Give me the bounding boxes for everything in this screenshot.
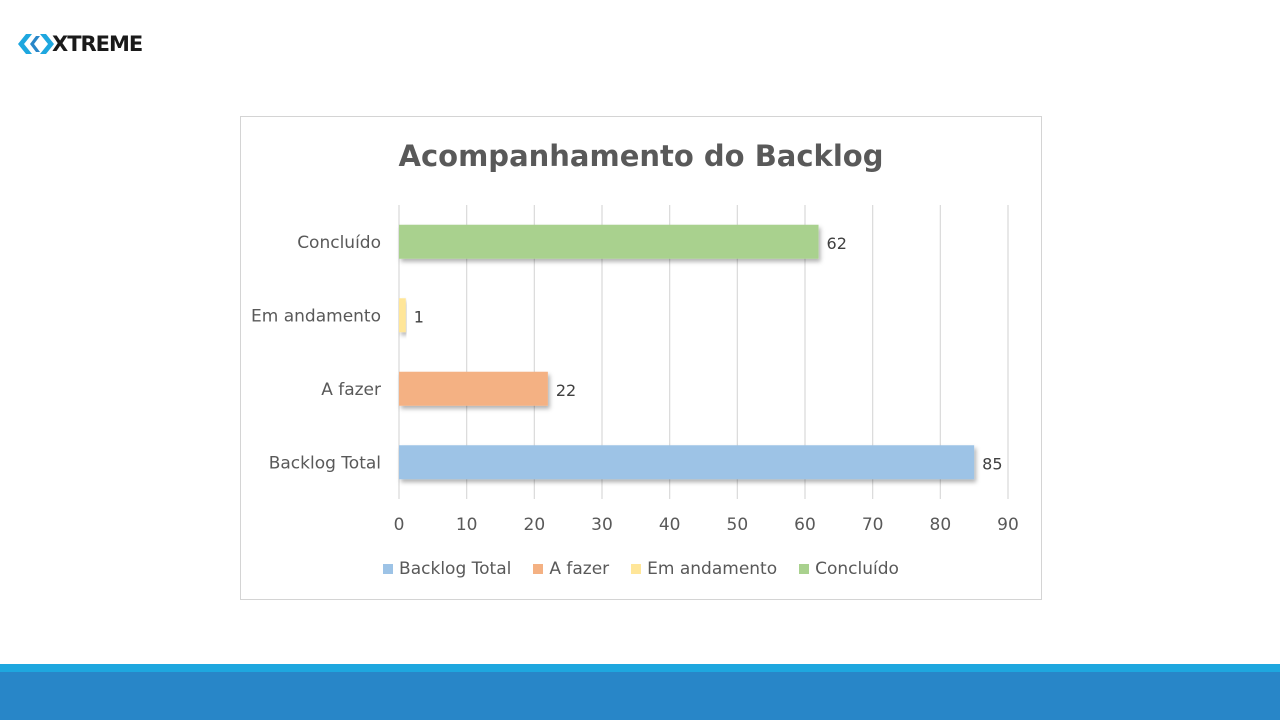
- bar-em-andamento: [399, 298, 406, 333]
- legend-item: A fazer: [533, 559, 609, 579]
- y-category-label: Backlog Total: [269, 453, 381, 473]
- data-label: 22: [556, 381, 576, 400]
- y-category-label: Em andamento: [251, 306, 381, 326]
- legend-label: A fazer: [549, 559, 610, 579]
- chart-container: Acompanhamento do Backlog 0 10 20 30 40 50 60 7…: [240, 116, 1042, 600]
- y-category-label: Concluído: [297, 233, 381, 253]
- bar-concluido: [399, 224, 819, 259]
- legend-label: Em andamento: [647, 559, 778, 579]
- data-label: 85: [982, 454, 1002, 473]
- x-tick-label: 60: [794, 515, 816, 535]
- x-tick-label: 0: [394, 515, 405, 535]
- bar-chart: 0 10 20 30 40 50 60 70 80 90 Backlog Total 85 A faze…: [251, 205, 1019, 535]
- bar-a-fazer: [399, 371, 548, 406]
- chart-legend: Backlog Total A fazer Em andamento Concluíd…: [241, 559, 1041, 579]
- y-category-label: A fazer: [321, 380, 381, 400]
- legend-swatch: [799, 564, 810, 574]
- footer-band: [0, 672, 1280, 720]
- chart-title: Acompanhamento do Backlog: [398, 139, 884, 173]
- legend-swatch: [631, 564, 642, 574]
- x-tick-label: 70: [862, 515, 884, 535]
- x-tick-label: 40: [659, 515, 681, 535]
- legend-item: Backlog Total: [383, 559, 511, 579]
- legend-swatch: [533, 564, 544, 574]
- logo-text: XTREME: [52, 32, 143, 56]
- legend-label: Concluído: [815, 559, 899, 579]
- x-tick-label: 10: [456, 515, 478, 535]
- footer-accent-band: [0, 664, 1280, 672]
- x-tick-label: 90: [997, 515, 1019, 535]
- data-label: 1: [414, 307, 424, 326]
- legend-swatch: [383, 564, 394, 574]
- legend-label: Backlog Total: [399, 559, 512, 579]
- x-tick-label: 20: [524, 515, 546, 535]
- x-tick-label: 30: [591, 515, 613, 535]
- xtreme-logo: XTREME: [16, 30, 143, 58]
- x-tick-label: 80: [930, 515, 952, 535]
- bar-backlog-total: [399, 445, 975, 480]
- legend-item: Concluído: [799, 559, 899, 579]
- x-tick-label: 50: [727, 515, 749, 535]
- legend-item: Em andamento: [631, 559, 777, 579]
- data-label: 62: [827, 234, 847, 253]
- xtreme-logo-mark-icon: [16, 31, 56, 57]
